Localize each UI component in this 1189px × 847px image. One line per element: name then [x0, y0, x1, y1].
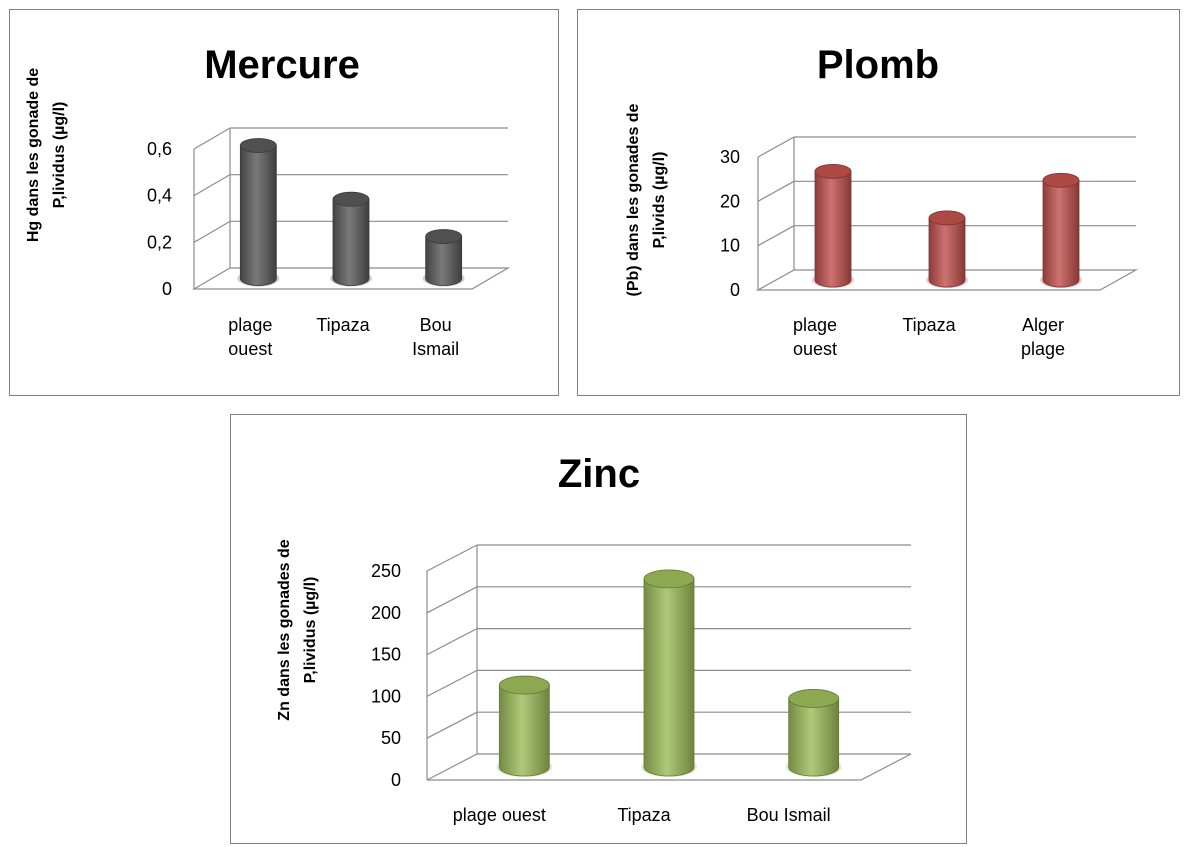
floor — [426, 753, 912, 781]
x-category-label: Bou Ismail — [747, 805, 831, 825]
x-category-label: plage — [793, 315, 837, 335]
chart-title: Plomb — [817, 43, 939, 87]
y-tick-label: 30 — [720, 147, 740, 167]
bar — [1040, 172, 1082, 288]
bar — [330, 191, 372, 287]
bar — [422, 229, 465, 287]
y-axis-label: (Pb) dans les gonades de — [625, 103, 642, 296]
y-tick-label: 0 — [391, 770, 401, 790]
gridline-side — [426, 544, 478, 572]
y-tick-label: 0 — [162, 279, 172, 299]
y-tick-label: 0,6 — [147, 139, 172, 159]
x-category-label: Alger — [1022, 315, 1064, 335]
x-category-label: ouest — [793, 339, 837, 359]
floor — [755, 269, 1139, 291]
x-category-label: plage ouest — [453, 805, 546, 825]
y-tick-label: 0,2 — [147, 232, 172, 252]
bar — [237, 138, 280, 287]
x-category-label: ouest — [228, 339, 272, 359]
chart-title: Zinc — [558, 452, 640, 496]
y-tick-label: 0 — [730, 280, 740, 300]
mercure-chart-panel: Mercure Hg dans les gonade de P,lividus (µ… — [9, 9, 559, 396]
x-category-label: plage — [1021, 339, 1065, 359]
bar — [812, 163, 854, 288]
x-category-label: Ismail — [412, 339, 459, 359]
y-axis-label: P,lividus (µg/l) — [302, 577, 319, 684]
gridline-side — [757, 180, 795, 202]
y-tick-label: 50 — [381, 728, 401, 748]
y-tick-label: 150 — [371, 645, 401, 665]
gridline-side — [193, 174, 231, 197]
y-tick-label: 100 — [371, 686, 401, 706]
plomb-chart-panel: Plomb (Pb) dans les gonades de P,livids (µ… — [577, 9, 1180, 396]
mercure-chart: Mercure Hg dans les gonade de P,lividus (µ… — [25, 43, 511, 359]
y-tick-label: 20 — [720, 191, 740, 211]
y-axis-label: P,livids (µg/l) — [651, 152, 668, 249]
bar — [641, 569, 697, 777]
x-category-label: Tipaza — [316, 315, 370, 335]
floor — [191, 267, 511, 290]
zinc-chart: Zinc Zn dans les gonades de P,lividus (µg/… — [276, 452, 912, 825]
gridline-side — [426, 711, 478, 739]
gridline-side — [193, 220, 231, 243]
x-category-label: Tipaza — [902, 315, 956, 335]
gridline-side — [426, 586, 478, 614]
y-tick-label: 0,4 — [147, 186, 172, 206]
y-axis-label: Zn dans les gonades de — [276, 539, 293, 720]
gridline-side — [193, 127, 231, 150]
gridline-side — [757, 136, 795, 158]
gridline-side — [757, 225, 795, 247]
y-tick-label: 200 — [371, 603, 401, 623]
zinc-chart-panel: Zinc Zn dans les gonades de P,lividus (µg/… — [230, 414, 967, 844]
y-tick-label: 10 — [720, 236, 740, 256]
x-category-label: Tipaza — [617, 805, 671, 825]
chart-title: Mercure — [204, 43, 360, 87]
y-axis-label: Hg dans les gonade de — [25, 68, 42, 242]
bar — [926, 210, 968, 288]
y-tick-label: 250 — [371, 561, 401, 581]
gridline-side — [426, 628, 478, 656]
x-category-label: plage — [228, 315, 272, 335]
gridline-side — [426, 669, 478, 697]
bar — [785, 689, 842, 777]
plomb-chart: Plomb (Pb) dans les gonades de P,livids (µ… — [625, 43, 1139, 359]
bar — [496, 675, 553, 777]
y-axis-label: P,lividus (µg/l) — [51, 102, 68, 209]
x-category-label: Bou — [420, 315, 452, 335]
